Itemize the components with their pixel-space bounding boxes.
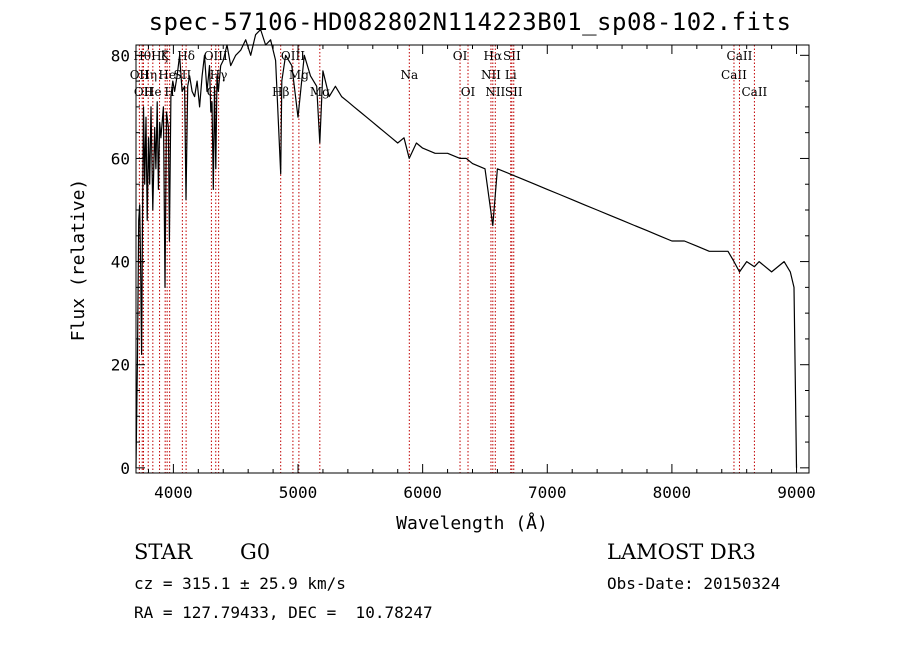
y-axis-label: Flux (relative) bbox=[68, 179, 89, 342]
line-label: Na bbox=[400, 68, 418, 82]
flux-series bbox=[135, 28, 798, 468]
x-tick-label: 7000 bbox=[528, 483, 567, 502]
line-label: Hδ bbox=[177, 49, 195, 63]
redshift-line: cz = 315.1 ± 25.9 km/s bbox=[134, 574, 346, 593]
y-tick-label: 40 bbox=[111, 253, 130, 272]
x-tick-label: 6000 bbox=[403, 483, 442, 502]
x-tick-label: 4000 bbox=[154, 483, 193, 502]
y-tick-label: 0 bbox=[120, 459, 130, 478]
x-tick-label: 8000 bbox=[653, 483, 692, 502]
object-class: STAR bbox=[134, 540, 193, 564]
x-tick-label: 9000 bbox=[777, 483, 816, 502]
line-label: OIII bbox=[204, 49, 228, 63]
obs-date: Obs-Date: 20150324 bbox=[607, 574, 781, 593]
line-label: OI bbox=[461, 85, 476, 99]
x-tick-label: 5000 bbox=[279, 483, 318, 502]
line-label: CaII bbox=[727, 49, 753, 63]
series-flux bbox=[135, 28, 798, 468]
y-tick-label: 60 bbox=[111, 149, 130, 168]
plot-frame bbox=[135, 44, 810, 474]
line-label: H bbox=[164, 85, 174, 99]
line-label: NII bbox=[481, 68, 501, 82]
line-label: CaII bbox=[721, 68, 747, 82]
line-label: Hζ bbox=[151, 49, 168, 63]
line-label: CaII bbox=[741, 85, 767, 99]
axes-ticks: 4000 5000 6000 7000 8000 9000 0 20 40 60 80 bbox=[111, 45, 816, 502]
line-label: He bbox=[158, 68, 176, 82]
line-label: G bbox=[207, 85, 217, 99]
y-tick-label: 20 bbox=[111, 356, 130, 375]
line-label: He bbox=[144, 85, 162, 99]
line-label: Hβ bbox=[272, 85, 289, 99]
emission-line-markers: OIIHθOIIHηHeHζKHeHSIIHδGOIIIHγHβOIIIMgMg… bbox=[130, 45, 768, 473]
line-label: NII bbox=[485, 85, 505, 99]
line-label: K bbox=[161, 49, 171, 63]
x-axis-label: Wavelength (Å) bbox=[396, 512, 548, 534]
y-tick-label: 80 bbox=[111, 46, 130, 65]
line-label: OI bbox=[453, 49, 468, 63]
line-label: Hα bbox=[484, 49, 503, 63]
line-label: Hθ bbox=[133, 49, 151, 63]
line-label: Mg bbox=[310, 85, 330, 99]
object-subclass: G0 bbox=[240, 540, 271, 564]
line-label: Mg bbox=[289, 68, 309, 82]
line-label: OII bbox=[130, 68, 150, 82]
chart-title: spec-57106-HD082802N114223B01_sp08-102.f… bbox=[148, 8, 792, 36]
survey-name: LAMOST DR3 bbox=[607, 540, 756, 564]
line-label: Hγ bbox=[210, 68, 228, 82]
line-label: Hη bbox=[139, 68, 157, 82]
line-label: SII bbox=[505, 85, 523, 99]
line-label: SII bbox=[503, 49, 521, 63]
coordinates: RA = 127.79433, DEC = 10.78247 bbox=[134, 603, 433, 622]
line-label: Li bbox=[505, 68, 517, 82]
